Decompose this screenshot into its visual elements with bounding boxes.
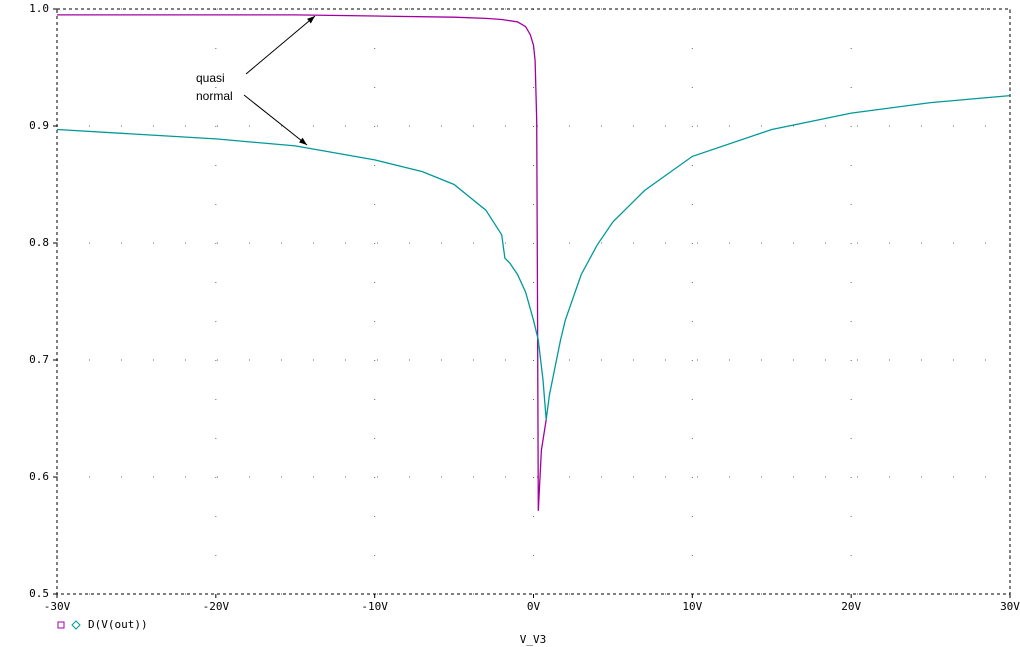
x-axis-label: V_V3 (520, 633, 547, 646)
x-tick-label: 10V (682, 600, 702, 613)
annotation-arrow (243, 94, 308, 146)
annotation: quasi (196, 71, 225, 85)
y-tick-label: 1.0 (29, 2, 49, 15)
y-tick-label: 0.8 (29, 236, 49, 249)
series-line (56, 94, 1011, 420)
y-tick-label: 0.5 (29, 587, 49, 600)
y-tick-label: 0.7 (29, 353, 49, 366)
legend-marker (57, 621, 65, 629)
y-tick-label: 0.9 (29, 119, 49, 132)
x-tick-label: -30V (44, 600, 71, 613)
annotation: normal (196, 89, 233, 103)
series-line (57, 14, 547, 511)
y-tick-label: 0.6 (29, 470, 49, 483)
x-tick-label: 20V (841, 600, 861, 613)
x-tick-label: -10V (361, 600, 388, 613)
x-tick-label: -20V (203, 600, 230, 613)
legend-label: D(V(out)) (88, 618, 148, 631)
x-tick-label: 30V (1000, 600, 1020, 613)
legend-marker (71, 620, 81, 630)
annotation-arrow (245, 15, 316, 75)
x-tick-label: 0V (527, 600, 541, 613)
